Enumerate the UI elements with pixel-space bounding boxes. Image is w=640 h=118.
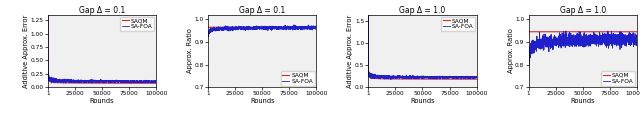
SAQM <box>152 83 160 84</box>
SA-FOA <box>210 30 218 32</box>
SAQM <box>417 78 425 80</box>
SA-FOA <box>94 81 102 82</box>
SA-FOA <box>473 77 481 78</box>
SAQM <box>44 13 52 14</box>
SA-FOA <box>575 41 582 43</box>
SA-FOA <box>310 27 317 28</box>
SAQM <box>149 83 157 84</box>
SA-FOA <box>365 6 372 8</box>
SAQM <box>50 82 58 83</box>
SA-FOA <box>387 79 395 80</box>
Line: SA-FOA: SA-FOA <box>529 31 637 81</box>
SAQM <box>630 31 637 32</box>
SAQM <box>633 31 640 32</box>
SA-FOA <box>417 76 425 78</box>
Line: SAQM: SAQM <box>48 14 156 83</box>
SA-FOA <box>290 28 298 29</box>
Y-axis label: Approx. Ratio: Approx. Ratio <box>188 29 193 74</box>
X-axis label: Rounds: Rounds <box>570 98 595 104</box>
SA-FOA <box>310 28 317 29</box>
SAQM <box>610 31 618 32</box>
SA-FOA <box>630 35 637 37</box>
Y-axis label: Approx. Ratio: Approx. Ratio <box>508 29 514 74</box>
X-axis label: Rounds: Rounds <box>250 98 275 104</box>
SAQM <box>365 8 372 10</box>
SAQM <box>370 78 378 79</box>
SA-FOA <box>370 78 378 79</box>
SA-FOA <box>525 80 532 81</box>
SA-FOA <box>204 36 212 38</box>
SAQM <box>630 31 637 32</box>
Line: SA-FOA: SA-FOA <box>48 8 156 83</box>
SAQM <box>312 27 320 28</box>
SA-FOA <box>44 8 52 9</box>
SAQM <box>470 78 477 80</box>
SAQM <box>97 82 104 84</box>
SA-FOA <box>414 77 422 78</box>
SA-FOA <box>97 81 104 82</box>
Title: Gap Δ = 1.0: Gap Δ = 1.0 <box>559 6 606 15</box>
SAQM <box>310 27 317 28</box>
SAQM <box>129 82 137 84</box>
SA-FOA <box>204 34 212 35</box>
SA-FOA <box>290 24 298 26</box>
SAQM <box>577 31 585 32</box>
SA-FOA <box>312 27 320 29</box>
SA-FOA <box>48 82 56 84</box>
SA-FOA <box>254 27 262 28</box>
Title: Gap Δ = 0.1: Gap Δ = 0.1 <box>239 6 285 15</box>
Line: SA-FOA: SA-FOA <box>369 7 477 80</box>
Title: Gap Δ = 0.1: Gap Δ = 0.1 <box>79 6 125 15</box>
Title: Gap Δ = 1.0: Gap Δ = 1.0 <box>399 6 445 15</box>
SA-FOA <box>152 82 160 84</box>
SA-FOA <box>530 47 538 49</box>
Legend: SAQM, SA-FOA: SAQM, SA-FOA <box>441 17 475 31</box>
X-axis label: Rounds: Rounds <box>410 98 435 104</box>
SAQM <box>257 27 264 28</box>
SA-FOA <box>470 76 477 78</box>
SAQM <box>289 27 297 28</box>
SAQM <box>94 82 102 84</box>
SAQM <box>210 27 218 28</box>
SA-FOA <box>577 37 585 39</box>
SAQM <box>149 83 157 84</box>
SA-FOA <box>633 41 640 43</box>
SAQM <box>470 78 477 80</box>
Y-axis label: Additive Approx. Error: Additive Approx. Error <box>348 14 353 88</box>
SA-FOA <box>610 43 618 44</box>
SAQM <box>414 78 422 80</box>
SAQM <box>204 27 212 28</box>
SA-FOA <box>149 80 157 82</box>
Legend: SAQM, SA-FOA: SAQM, SA-FOA <box>601 71 635 86</box>
SA-FOA <box>450 77 458 78</box>
Legend: SAQM, SA-FOA: SAQM, SA-FOA <box>281 71 315 86</box>
SA-FOA <box>562 30 570 32</box>
SA-FOA <box>50 79 58 80</box>
SAQM <box>450 78 458 80</box>
SA-FOA <box>630 35 637 37</box>
Y-axis label: Additive Approx. Error: Additive Approx. Error <box>23 14 29 88</box>
SA-FOA <box>129 80 137 81</box>
SAQM <box>525 31 532 32</box>
SAQM <box>530 31 538 32</box>
SAQM <box>309 27 317 28</box>
Line: SA-FOA: SA-FOA <box>208 25 316 37</box>
SA-FOA <box>149 81 157 82</box>
SA-FOA <box>257 28 265 30</box>
SAQM <box>254 27 262 28</box>
Line: SAQM: SAQM <box>369 9 477 79</box>
SAQM <box>575 31 582 32</box>
Legend: SAQM, SA-FOA: SAQM, SA-FOA <box>120 17 154 31</box>
SA-FOA <box>470 77 477 78</box>
X-axis label: Rounds: Rounds <box>90 98 115 104</box>
SAQM <box>473 78 481 80</box>
